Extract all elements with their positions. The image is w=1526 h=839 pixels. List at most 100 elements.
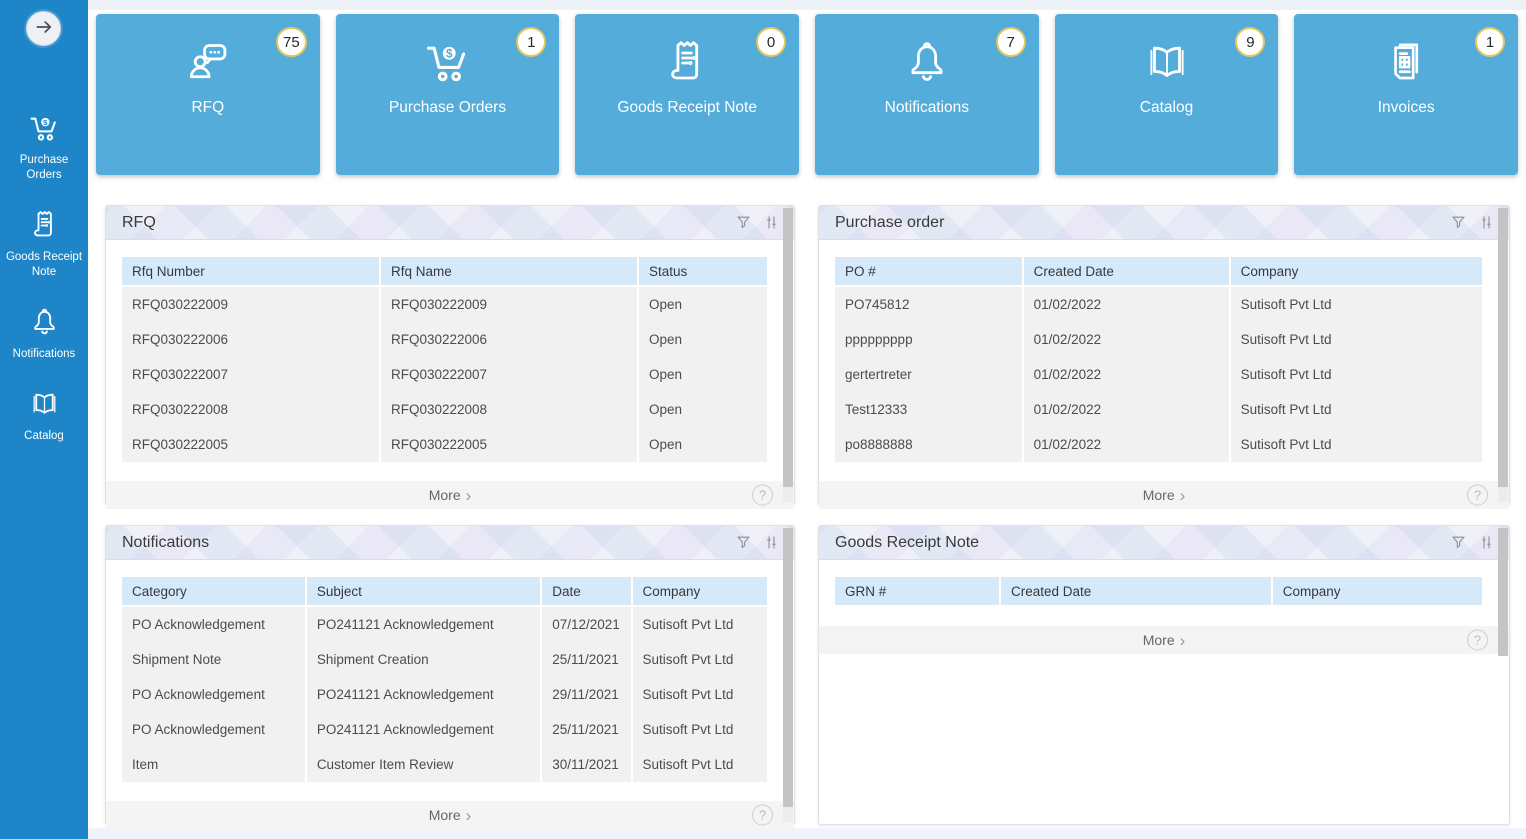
table-cell: Open [638, 286, 767, 322]
table-row[interactable]: RFQ030222009 RFQ030222009 Open [122, 286, 767, 322]
person-chat-icon [183, 38, 233, 88]
help-icon[interactable]: ? [752, 484, 773, 506]
purchase-order-panel-header: Purchase order [819, 206, 1509, 240]
settings-sliders-icon[interactable] [1478, 534, 1495, 551]
table-cell: 01/02/2022 [1022, 322, 1231, 357]
table-cell: Sutisoft Pvt Ltd [631, 712, 767, 747]
table-row[interactable]: PO Acknowledgement PO241121 Acknowledgeme… [122, 606, 767, 642]
table-cell: RFQ030222006 [380, 322, 639, 357]
vertical-scrollbar[interactable] [1498, 208, 1508, 487]
cart-dollar-icon: $ [28, 112, 61, 145]
bottom-background-strip [88, 828, 1526, 839]
column-header: Rfq Name [380, 257, 639, 287]
tile-catalog[interactable]: 9 Catalog [1054, 14, 1279, 175]
more-link[interactable]: More › [429, 487, 472, 504]
filter-icon[interactable] [735, 534, 752, 551]
column-header: Status [638, 257, 767, 287]
settings-sliders-icon[interactable] [763, 534, 780, 551]
table-row[interactable]: ppppppppp 01/02/2022 Sutisoft Pvt Ltd [835, 322, 1482, 357]
more-link[interactable]: More › [1143, 487, 1186, 504]
table-row[interactable]: Item Customer Item Review 30/11/2021 Sutiso… [122, 747, 767, 782]
table-cell: Sutisoft Pvt Ltd [1229, 357, 1482, 392]
table-cell: Shipment Creation [305, 642, 543, 677]
sidebar: $ Purchase Orders Goods Receipt Note Notifi… [0, 0, 88, 839]
scrollbar-track [783, 807, 793, 822]
tiles-row: 75 RFQ 1 $ Purchase Orders 0 Goods Receipt Not… [96, 14, 1519, 175]
sidebar-item-label: Purchase Orders [19, 154, 69, 181]
tile-notifications[interactable]: 7 Notifications [815, 14, 1039, 175]
table-row[interactable]: po8888888 01/02/2022 Sutisoft Pvt Ltd [835, 427, 1482, 462]
sidebar-item-label: Catalog [24, 429, 64, 442]
receipt-icon [28, 209, 61, 242]
table-header-row: GRN # Created Date Company [835, 577, 1482, 607]
table-row[interactable]: PO Acknowledgement PO241121 Acknowledgeme… [122, 677, 767, 712]
table-cell: Shipment Note [122, 642, 307, 677]
sidebar-item-purchase-orders[interactable]: $ Purchase Orders [0, 112, 88, 183]
tile-purchase-orders[interactable]: 1 $ Purchase Orders [335, 14, 560, 175]
goods-receipt-note-table: GRN # Created Date Company [835, 577, 1482, 607]
table-row[interactable]: Test12333 01/02/2022 Sutisoft Pvt Ltd [835, 392, 1482, 427]
table-row[interactable]: Shipment Note Shipment Creation 25/11/2021… [122, 642, 767, 677]
table-row[interactable]: gertertreter 01/02/2022 Sutisoft Pvt Ltd [835, 357, 1482, 392]
sidebar-item-goods-receipt-note[interactable]: Goods Receipt Note [0, 209, 88, 280]
table-row[interactable]: RFQ030222006 RFQ030222006 Open [122, 322, 767, 357]
table-row[interactable]: RFQ030222005 RFQ030222005 Open [122, 427, 767, 462]
count-badge: 9 [1235, 27, 1266, 57]
table-cell: 01/02/2022 [1022, 286, 1231, 322]
vertical-scrollbar[interactable] [783, 528, 793, 807]
table-cell: PO Acknowledgement [122, 606, 307, 642]
settings-sliders-icon[interactable] [1478, 214, 1495, 231]
tile-invoices[interactable]: 1 Invoices [1294, 14, 1519, 175]
svg-text:$: $ [43, 118, 48, 127]
tile-goods-receipt-note[interactable]: 0 Goods Receipt Note [575, 14, 800, 175]
help-icon[interactable]: ? [752, 804, 773, 826]
bell-icon [28, 306, 61, 339]
table-cell: 01/02/2022 [1022, 357, 1231, 392]
sidebar-item-catalog[interactable]: Catalog [0, 388, 88, 444]
table-cell: 30/11/2021 [541, 747, 633, 782]
sidebar-expand-button[interactable] [26, 11, 61, 46]
vertical-scrollbar[interactable] [1498, 528, 1508, 656]
column-header: Company [631, 577, 767, 607]
table-cell: gertertreter [835, 357, 1024, 392]
goods-receipt-note-panel-header: Goods Receipt Note [819, 526, 1509, 560]
filter-icon[interactable] [735, 214, 752, 231]
table-cell: RFQ030222005 [122, 427, 381, 462]
table-cell: 01/02/2022 [1022, 427, 1231, 462]
filter-icon[interactable] [1450, 534, 1467, 551]
rfq-table: Rfq Number Rfq Name Status RFQ030222009 RFQ0… [122, 257, 767, 462]
more-link[interactable]: More › [429, 807, 472, 824]
table-row[interactable]: PO745812 01/02/2022 Sutisoft Pvt Ltd [835, 286, 1482, 322]
filter-icon[interactable] [1450, 214, 1467, 231]
tile-rfq[interactable]: 75 RFQ [96, 14, 320, 175]
settings-sliders-icon[interactable] [763, 214, 780, 231]
table-row[interactable]: RFQ030222007 RFQ030222007 Open [122, 357, 767, 392]
table-cell: PO745812 [835, 286, 1024, 322]
more-link[interactable]: More › [1143, 632, 1186, 649]
more-label: More [1142, 632, 1175, 648]
help-icon[interactable]: ? [1467, 629, 1488, 651]
scrollbar-track [783, 487, 793, 502]
more-label: More [428, 487, 461, 503]
purchase-order-table: PO # Created Date Company PO745812 01/02/202… [835, 257, 1482, 462]
vertical-scrollbar[interactable] [783, 208, 793, 487]
purchase-order-panel: Purchase order PO # Created Date Company PO… [818, 205, 1510, 509]
panel-actions [735, 214, 780, 231]
tile-label: Invoices [1377, 99, 1435, 116]
table-cell: Open [638, 322, 767, 357]
count-badge: 7 [995, 27, 1026, 57]
chevron-right-icon: › [465, 805, 472, 825]
table-cell: Sutisoft Pvt Ltd [1229, 392, 1482, 427]
sidebar-item-notifications[interactable]: Notifications [0, 306, 88, 362]
chevron-right-icon: › [1179, 630, 1186, 650]
table-row[interactable]: PO Acknowledgement PO241121 Acknowledgeme… [122, 712, 767, 747]
table-header-row: Rfq Number Rfq Name Status [122, 257, 767, 287]
column-header: Company [1271, 577, 1482, 607]
table-cell: Sutisoft Pvt Ltd [1229, 322, 1482, 357]
table-cell: ppppppppp [835, 322, 1024, 357]
table-cell: Item [122, 747, 307, 782]
panel-title: RFQ [122, 213, 156, 231]
table-cell: RFQ030222007 [122, 357, 381, 392]
help-icon[interactable]: ? [1467, 484, 1488, 506]
table-row[interactable]: RFQ030222008 RFQ030222008 Open [122, 392, 767, 427]
